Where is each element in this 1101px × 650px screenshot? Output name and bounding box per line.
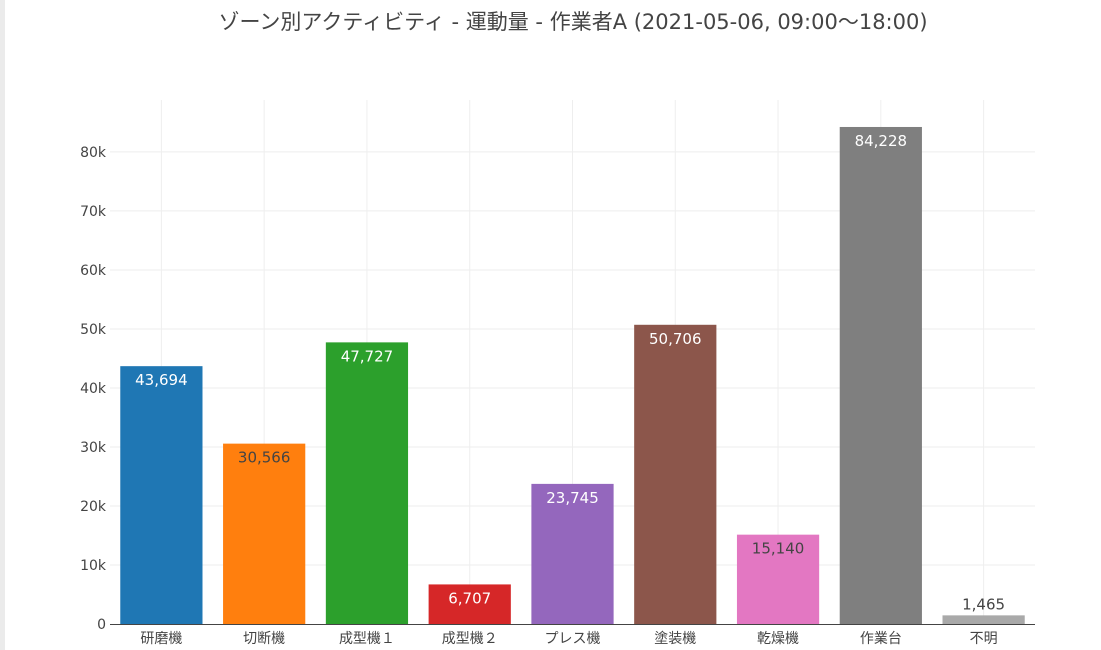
x-axis-ticks: 研磨機 切断機 成型機１ 成型機２ プレス機 塗装機 乾燥機 作業台 不明 [140, 630, 997, 647]
data-label: 15,140 [752, 540, 805, 558]
y-tick-label: 80k [80, 145, 107, 161]
x-tick-label: 不明 [970, 631, 998, 647]
y-tick-label: 50k [80, 322, 107, 338]
y-tick-label: 70k [80, 204, 107, 220]
data-label: 47,727 [341, 347, 394, 365]
bars [120, 126, 1025, 625]
y-tick-label: 0 [97, 617, 106, 633]
bar [531, 483, 614, 624]
bar [942, 615, 1025, 624]
x-tick-label: 成型機１ [339, 631, 395, 647]
x-tick-label: 成型機２ [442, 631, 498, 647]
bar [120, 366, 203, 624]
bar [223, 443, 306, 624]
data-label: 1,465 [962, 595, 1005, 613]
y-tick-label: 60k [80, 263, 107, 279]
x-tick-label: 作業台 [860, 631, 902, 647]
data-label: 23,745 [546, 489, 599, 507]
bar [634, 324, 717, 624]
data-label: 84,228 [855, 132, 908, 150]
data-label: 6,707 [448, 589, 491, 607]
left-edge-strip [0, 0, 5, 650]
x-tick-label: プレス機 [545, 631, 601, 647]
x-tick-label: 研磨機 [140, 631, 182, 647]
y-tick-label: 20k [80, 499, 107, 515]
y-tick-label: 30k [80, 440, 107, 456]
chart-title: ゾーン別アクティビティ - 運動量 - 作業者A (2021-05-06, 09… [218, 10, 928, 34]
data-label: 30,566 [238, 449, 291, 467]
y-axis-ticks: 0 10k 20k 30k 40k 50k 60k 70k 80k [80, 145, 107, 633]
data-label: 50,706 [649, 330, 702, 348]
bar [428, 584, 511, 624]
data-label: 43,694 [135, 371, 188, 389]
x-tick-label: 切断機 [243, 631, 285, 647]
data-labels: 43,694 30,566 47,727 6,707 23,745 50,706 15,14… [135, 132, 1005, 613]
bar [736, 534, 820, 624]
x-tick-label: 塗装機 [654, 630, 696, 647]
y-tick-label: 10k [80, 558, 107, 574]
bar [839, 126, 922, 625]
y-tick-label: 40k [80, 381, 107, 397]
x-tick-label: 乾燥機 [757, 631, 799, 647]
bar [325, 342, 409, 624]
